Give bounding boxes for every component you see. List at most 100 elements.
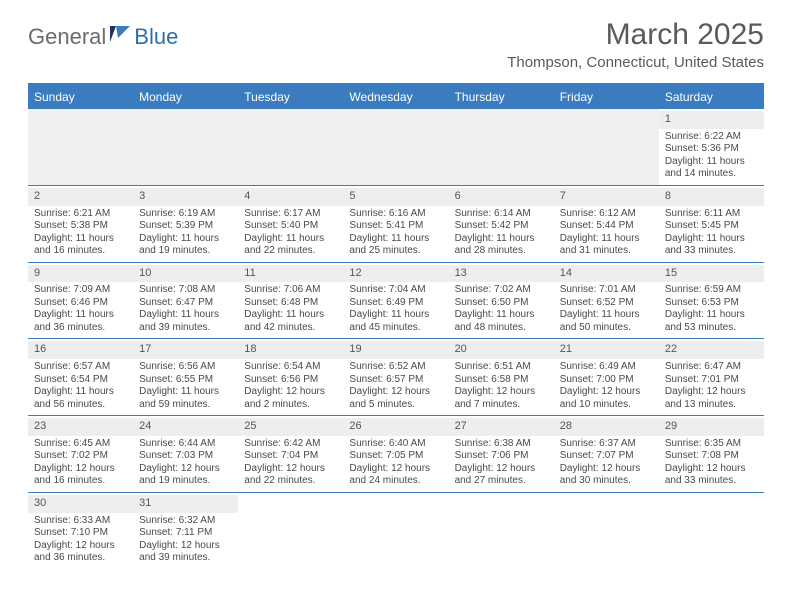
calendar-cell: 1Sunrise: 6:22 AMSunset: 5:36 PMDaylight…: [659, 109, 764, 185]
sunset-text: Sunset: 6:53 PM: [665, 297, 758, 310]
daylight-text: Daylight: 11 hours: [244, 309, 337, 322]
day-number: 4: [238, 188, 343, 206]
sunrise-text: Sunrise: 6:52 AM: [349, 361, 442, 374]
daylight-text: and 36 minutes.: [34, 322, 127, 335]
sunset-text: Sunset: 6:49 PM: [349, 297, 442, 310]
day-number: 5: [343, 188, 448, 206]
daylight-text: and 22 minutes.: [244, 245, 337, 258]
calendar-cell: 6Sunrise: 6:14 AMSunset: 5:42 PMDaylight…: [449, 186, 554, 262]
sunset-text: Sunset: 6:57 PM: [349, 374, 442, 387]
day-header-cell: Monday: [133, 85, 238, 109]
sunset-text: Sunset: 6:55 PM: [139, 374, 232, 387]
logo: General Blue: [28, 24, 178, 50]
day-number: 16: [28, 341, 133, 359]
day-number: 20: [449, 341, 554, 359]
daylight-text: and 56 minutes.: [34, 399, 127, 412]
daylight-text: and 39 minutes.: [139, 552, 232, 565]
calendar-week: 9Sunrise: 7:09 AMSunset: 6:46 PMDaylight…: [28, 263, 764, 340]
daylight-text: and 36 minutes.: [34, 552, 127, 565]
daylight-text: Daylight: 12 hours: [349, 386, 442, 399]
sunrise-text: Sunrise: 6:17 AM: [244, 208, 337, 221]
calendar-cell: 16Sunrise: 6:57 AMSunset: 6:54 PMDayligh…: [28, 339, 133, 415]
day-number: 18: [238, 341, 343, 359]
sunrise-text: Sunrise: 6:38 AM: [455, 438, 548, 451]
daylight-text: Daylight: 11 hours: [34, 386, 127, 399]
daylight-text: and 25 minutes.: [349, 245, 442, 258]
calendar-cell: 27 Sunrise: 6:38 AMSunset: 7:06 PMDayligh…: [449, 416, 554, 492]
calendar-cell: 28Sunrise: 6:37 AMSunset: 7:07 PMDayligh…: [554, 416, 659, 492]
calendar-body: 1Sunrise: 6:22 AMSunset: 5:36 PMDaylight…: [28, 109, 764, 569]
daylight-text: and 50 minutes.: [560, 322, 653, 335]
daylight-text: Daylight: 11 hours: [455, 309, 548, 322]
daylight-text: Daylight: 11 hours: [139, 309, 232, 322]
sunrise-text: Sunrise: 7:04 AM: [349, 284, 442, 297]
daylight-text: Daylight: 12 hours: [560, 386, 653, 399]
sunrise-text: Sunrise: 6:14 AM: [455, 208, 548, 221]
day-number: 31: [133, 495, 238, 513]
sunrise-text: Sunrise: 6:57 AM: [34, 361, 127, 374]
day-number: 12: [343, 265, 448, 283]
day-number: 15: [659, 265, 764, 283]
daylight-text: Daylight: 11 hours: [560, 233, 653, 246]
calendar-cell: 7Sunrise: 6:12 AMSunset: 5:44 PMDaylight…: [554, 186, 659, 262]
daylight-text: Daylight: 12 hours: [244, 463, 337, 476]
day-number: 3: [133, 188, 238, 206]
daylight-text: and 27 minutes.: [455, 475, 548, 488]
sunrise-text: Sunrise: 7:02 AM: [455, 284, 548, 297]
daylight-text: Daylight: 11 hours: [244, 233, 337, 246]
calendar-cell: 12Sunrise: 7:04 AMSunset: 6:49 PMDayligh…: [343, 263, 448, 339]
calendar-cell: 4 Sunrise: 6:17 AMSunset: 5:40 PMDaylight…: [238, 186, 343, 262]
sunrise-text: Sunrise: 6:56 AM: [139, 361, 232, 374]
calendar-cell: 11Sunrise: 7:06 AMSunset: 6:48 PMDayligh…: [238, 263, 343, 339]
calendar-cell: 19Sunrise: 6:52 AMSunset: 6:57 PMDayligh…: [343, 339, 448, 415]
daylight-text: Daylight: 11 hours: [349, 233, 442, 246]
sunset-text: Sunset: 7:11 PM: [139, 527, 232, 540]
sunset-text: Sunset: 7:00 PM: [560, 374, 653, 387]
daylight-text: and 16 minutes.: [34, 245, 127, 258]
sunrise-text: Sunrise: 6:16 AM: [349, 208, 442, 221]
daylight-text: and 39 minutes.: [139, 322, 232, 335]
day-number: 1: [659, 111, 764, 129]
calendar-cell: 15Sunrise: 6:59 AMSunset: 6:53 PMDayligh…: [659, 263, 764, 339]
calendar-cell: 17Sunrise: 6:56 AMSunset: 6:55 PMDayligh…: [133, 339, 238, 415]
location-subtitle: Thompson, Connecticut, United States: [507, 54, 764, 71]
sunset-text: Sunset: 5:38 PM: [34, 220, 127, 233]
daylight-text: and 42 minutes.: [244, 322, 337, 335]
sunset-text: Sunset: 7:10 PM: [34, 527, 127, 540]
sunset-text: Sunset: 7:02 PM: [34, 450, 127, 463]
daylight-text: and 53 minutes.: [665, 322, 758, 335]
sunrise-text: Sunrise: 6:11 AM: [665, 208, 758, 221]
calendar-cell: 8Sunrise: 6:11 AMSunset: 5:45 PMDaylight…: [659, 186, 764, 262]
day-number: 10: [133, 265, 238, 283]
sunset-text: Sunset: 5:40 PM: [244, 220, 337, 233]
calendar-cell: 5 Sunrise: 6:16 AMSunset: 5:41 PMDaylight…: [343, 186, 448, 262]
calendar-week: 16Sunrise: 6:57 AMSunset: 6:54 PMDayligh…: [28, 339, 764, 416]
sunset-text: Sunset: 5:45 PM: [665, 220, 758, 233]
sunrise-text: Sunrise: 6:35 AM: [665, 438, 758, 451]
daylight-text: and 24 minutes.: [349, 475, 442, 488]
calendar-cell: 3Sunrise: 6:19 AMSunset: 5:39 PMDaylight…: [133, 186, 238, 262]
day-number: 26: [343, 418, 448, 436]
day-number: 17: [133, 341, 238, 359]
daylight-text: Daylight: 11 hours: [665, 233, 758, 246]
sunset-text: Sunset: 7:04 PM: [244, 450, 337, 463]
sunrise-text: Sunrise: 7:01 AM: [560, 284, 653, 297]
calendar-cell: 2Sunrise: 6:21 AMSunset: 5:38 PMDaylight…: [28, 186, 133, 262]
calendar-cell: [659, 493, 764, 569]
daylight-text: and 10 minutes.: [560, 399, 653, 412]
day-number: 27: [449, 418, 554, 436]
daylight-text: Daylight: 11 hours: [34, 309, 127, 322]
sunrise-text: Sunrise: 6:40 AM: [349, 438, 442, 451]
day-header-row: SundayMondayTuesdayWednesdayThursdayFrid…: [28, 85, 764, 109]
sunset-text: Sunset: 7:03 PM: [139, 450, 232, 463]
sunset-text: Sunset: 6:58 PM: [455, 374, 548, 387]
daylight-text: Daylight: 12 hours: [455, 463, 548, 476]
daylight-text: Daylight: 11 hours: [665, 309, 758, 322]
sunrise-text: Sunrise: 7:08 AM: [139, 284, 232, 297]
daylight-text: and 5 minutes.: [349, 399, 442, 412]
sunset-text: Sunset: 5:41 PM: [349, 220, 442, 233]
daylight-text: and 13 minutes.: [665, 399, 758, 412]
sunset-text: Sunset: 7:06 PM: [455, 450, 548, 463]
day-header-cell: Saturday: [659, 85, 764, 109]
daylight-text: and 19 minutes.: [139, 245, 232, 258]
